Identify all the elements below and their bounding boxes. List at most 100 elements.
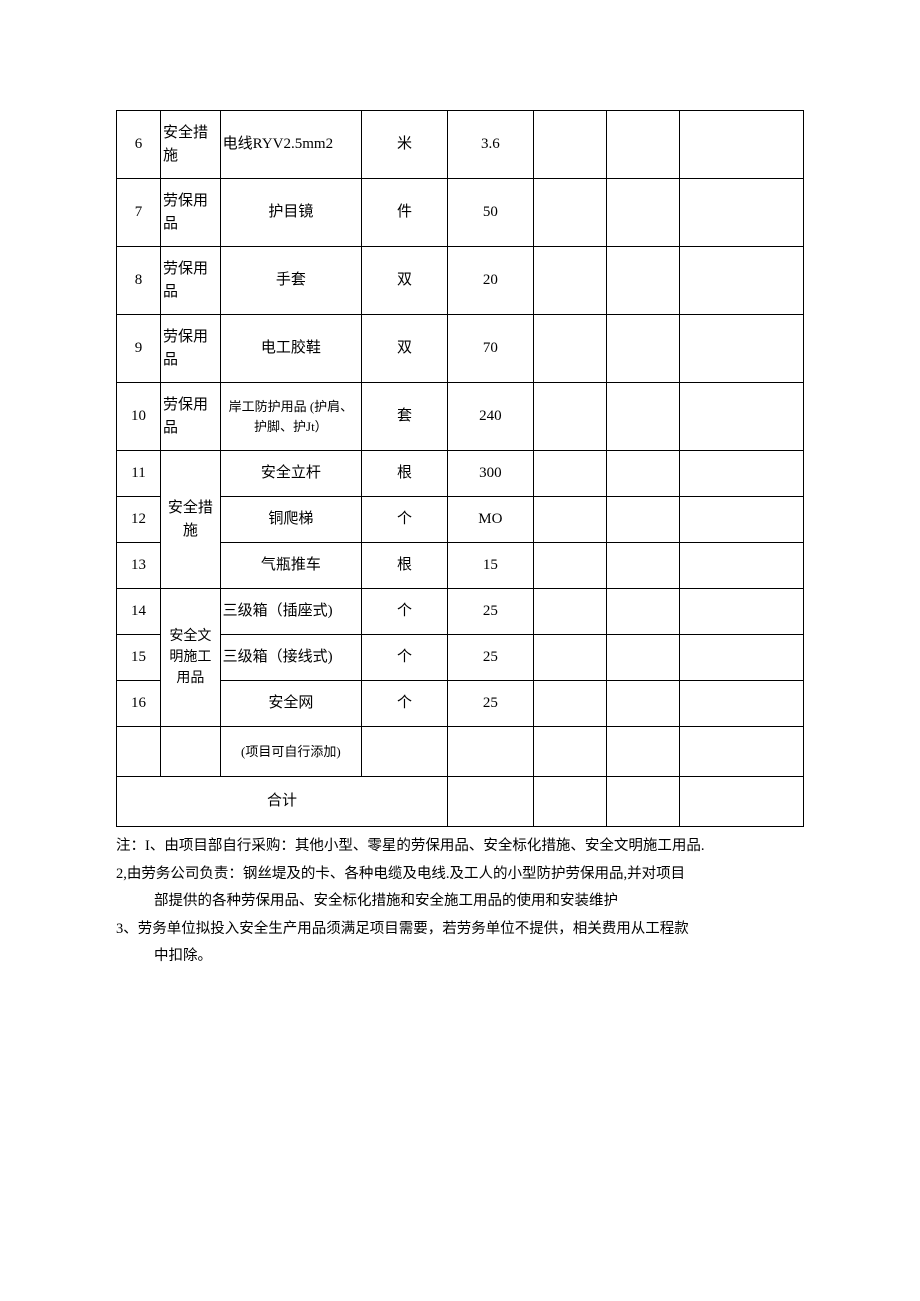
table-row: 11 安全措施 安全立杆 根 300 [117, 451, 804, 497]
cell-name: 手套 [220, 247, 361, 315]
cell-seq: 6 [117, 111, 161, 179]
cell-empty [607, 497, 680, 543]
cell-empty [680, 497, 804, 543]
table-row: 14 安全文明施工用品 三级箱（插座式) 个 25 [117, 589, 804, 635]
cell-name: 三级箱（接线式) [220, 635, 361, 681]
cell-empty [160, 727, 220, 777]
cell-empty [680, 543, 804, 589]
cell-seq: 14 [117, 589, 161, 635]
materials-table: 6 安全措施 电线RYV2.5mm2 米 3.6 7 劳保用品 护目镜 件 50… [116, 110, 804, 827]
cell-name: 岸工防护用品 (护肩、护脚、护Jt） [220, 383, 361, 451]
cell-empty [680, 111, 804, 179]
cell-unit: 双 [362, 247, 448, 315]
cell-qty: 25 [447, 635, 533, 681]
cell-empty [533, 451, 606, 497]
cell-name: 气瓶推车 [220, 543, 361, 589]
cell-empty [680, 247, 804, 315]
cell-unit: 根 [362, 451, 448, 497]
placeholder-row: (项目可自行添加) [117, 727, 804, 777]
cell-empty [680, 315, 804, 383]
cell-empty [607, 179, 680, 247]
cell-seq: 13 [117, 543, 161, 589]
cell-qty: 70 [447, 315, 533, 383]
cell-cat: 劳保用品 [160, 247, 220, 315]
cell-empty [533, 543, 606, 589]
cell-cat: 安全措施 [160, 451, 220, 589]
cell-name: 安全立杆 [220, 451, 361, 497]
cell-seq: 10 [117, 383, 161, 451]
cell-empty [533, 497, 606, 543]
table-row: 15 三级箱（接线式) 个 25 [117, 635, 804, 681]
cell-empty [680, 589, 804, 635]
cell-name: 安全网 [220, 681, 361, 727]
cell-name: 铜爬梯 [220, 497, 361, 543]
cell-qty: 300 [447, 451, 533, 497]
cell-empty [533, 727, 606, 777]
cell-unit: 双 [362, 315, 448, 383]
cell-empty [447, 777, 533, 827]
cell-unit: 米 [362, 111, 448, 179]
cell-empty [533, 315, 606, 383]
cell-empty [680, 635, 804, 681]
cell-unit: 个 [362, 681, 448, 727]
cell-empty [607, 451, 680, 497]
cell-seq: 11 [117, 451, 161, 497]
cell-seq: 16 [117, 681, 161, 727]
cell-empty [607, 681, 680, 727]
cell-empty [362, 727, 448, 777]
table-row: 16 安全网 个 25 [117, 681, 804, 727]
cell-qty: 25 [447, 681, 533, 727]
cell-empty [680, 777, 804, 827]
cell-unit: 根 [362, 543, 448, 589]
cell-empty [533, 247, 606, 315]
note-1: I、由项目部自行采购：其他小型、零星的劳保用品、安全标化措施、安全文明施工用品. [145, 838, 704, 854]
cell-empty [680, 451, 804, 497]
cell-empty [533, 635, 606, 681]
cell-qty: 20 [447, 247, 533, 315]
cell-empty [607, 111, 680, 179]
cell-unit: 件 [362, 179, 448, 247]
cell-empty [117, 727, 161, 777]
cell-empty [533, 383, 606, 451]
cell-empty [607, 543, 680, 589]
cell-unit: 个 [362, 635, 448, 681]
cell-empty [680, 383, 804, 451]
cell-empty [533, 681, 606, 727]
note-line: 中扣除。 [116, 943, 804, 971]
cell-qty: 3.6 [447, 111, 533, 179]
cell-unit: 套 [362, 383, 448, 451]
cell-empty [533, 589, 606, 635]
cell-empty [533, 179, 606, 247]
cell-empty [607, 727, 680, 777]
cell-cat: 安全文明施工用品 [160, 589, 220, 727]
cell-empty [680, 179, 804, 247]
cell-empty [533, 777, 606, 827]
cell-empty [607, 383, 680, 451]
cell-empty [680, 681, 804, 727]
total-row: 合计 [117, 777, 804, 827]
table-row: 8 劳保用品 手套 双 20 [117, 247, 804, 315]
cell-empty [607, 247, 680, 315]
cell-seq: 12 [117, 497, 161, 543]
cell-empty [607, 635, 680, 681]
note-line: 部提供的各种劳保用品、安全标化措施和安全施工用品的使用和安装维护 [116, 888, 804, 916]
cell-placeholder: (项目可自行添加) [220, 727, 361, 777]
cell-empty [607, 777, 680, 827]
table-row: 6 安全措施 电线RYV2.5mm2 米 3.6 [117, 111, 804, 179]
cell-cat: 安全措施 [160, 111, 220, 179]
cell-qty: 240 [447, 383, 533, 451]
cell-name: 三级箱（插座式) [220, 589, 361, 635]
cell-seq: 9 [117, 315, 161, 383]
table-row: 13 气瓶推车 根 15 [117, 543, 804, 589]
cell-seq: 15 [117, 635, 161, 681]
cell-name: 护目镜 [220, 179, 361, 247]
cell-empty [680, 727, 804, 777]
cell-seq: 7 [117, 179, 161, 247]
note-line: 注：I、由项目部自行采购：其他小型、零星的劳保用品、安全标化措施、安全文明施工用… [116, 833, 804, 861]
cell-empty [607, 315, 680, 383]
notes-section: 注：I、由项目部自行采购：其他小型、零星的劳保用品、安全标化措施、安全文明施工用… [116, 833, 804, 971]
table-row: 9 劳保用品 电工胶鞋 双 70 [117, 315, 804, 383]
cell-empty [447, 727, 533, 777]
cell-name: 电线RYV2.5mm2 [220, 111, 361, 179]
cell-seq: 8 [117, 247, 161, 315]
